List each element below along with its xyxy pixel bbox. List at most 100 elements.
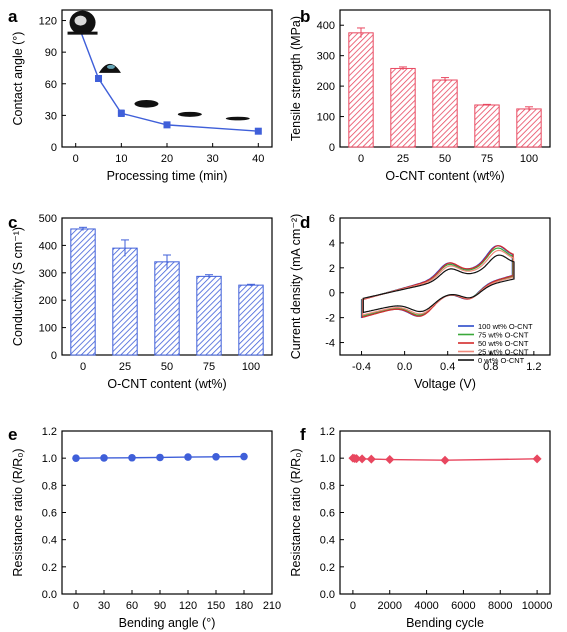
legend-label: 50 wt% O-CNT bbox=[478, 339, 529, 348]
x-tick-label: 8000 bbox=[488, 600, 512, 612]
legend-label: 0 wt% O-CNT bbox=[478, 356, 525, 365]
data-point bbox=[357, 454, 367, 464]
legend-label: 100 wt% O-CNT bbox=[478, 322, 533, 331]
panel-letter-e: e bbox=[8, 425, 17, 444]
data-point bbox=[72, 454, 80, 462]
bar bbox=[70, 228, 96, 356]
x-tick-label: 25 bbox=[397, 153, 409, 165]
y-tick-label: 0.4 bbox=[320, 535, 335, 547]
x-tick-label: 1.2 bbox=[526, 361, 541, 373]
data-point bbox=[128, 453, 136, 462]
bar bbox=[238, 284, 264, 356]
x-tick-label: 10000 bbox=[522, 600, 553, 612]
x-tick-label: 30 bbox=[207, 153, 219, 165]
x-tick-label: 0 bbox=[73, 600, 79, 612]
panel-letter-a: a bbox=[8, 7, 18, 26]
x-tick-label: 75 bbox=[203, 361, 215, 373]
data-point bbox=[100, 454, 108, 462]
data-point bbox=[366, 454, 376, 464]
y-tick-label: 60 bbox=[45, 79, 57, 91]
y-tick-label: 1.2 bbox=[42, 426, 57, 438]
y-axis-label: Conductivity (S cm⁻¹) bbox=[11, 227, 25, 346]
y-tick-label: 0 bbox=[329, 142, 335, 154]
y-tick-label: 0 bbox=[51, 350, 57, 362]
y-tick-label: -2 bbox=[325, 313, 335, 325]
droplet-image bbox=[134, 99, 159, 108]
plot-frame bbox=[339, 217, 551, 356]
x-axis-label: Processing time (min) bbox=[107, 169, 228, 183]
droplet-image bbox=[67, 10, 98, 35]
series-line bbox=[361, 247, 514, 318]
legend-label: 25 wt% O-CNT bbox=[478, 347, 529, 356]
x-tick-label: 4000 bbox=[414, 600, 438, 612]
y-tick-label: 400 bbox=[39, 240, 57, 252]
x-tick-label: 0 bbox=[80, 361, 86, 373]
y-tick-label: 0.6 bbox=[42, 508, 57, 520]
bar bbox=[474, 104, 500, 148]
panel-f: f 0.0 0.2 0.4 0.6 0.8 1.0 1.2 0 2000 4000 6000 8000 1… bbox=[289, 425, 552, 630]
x-tick-label: 120 bbox=[179, 600, 197, 612]
data-point bbox=[352, 454, 362, 464]
x-tick-label: 0 bbox=[350, 600, 356, 612]
bar bbox=[432, 79, 458, 148]
panel-d: d -4 -2 0 2 4 6 -0.4 0.0 0.4 0.8 1.2 Voltage (V) Curr… bbox=[289, 213, 551, 391]
y-tick-label: 90 bbox=[45, 47, 57, 59]
y-tick-label: 0.0 bbox=[320, 589, 335, 601]
x-axis-label: Bending angle (°) bbox=[119, 616, 216, 630]
y-tick-label: 100 bbox=[317, 112, 335, 124]
x-tick-label: 2000 bbox=[377, 600, 401, 612]
y-tick-label: 0.2 bbox=[320, 562, 335, 574]
data-point bbox=[240, 452, 248, 461]
y-axis-label: Tensile strength (MPa) bbox=[289, 16, 303, 141]
droplet-image bbox=[225, 116, 250, 121]
y-axis-label: Contact angle (°) bbox=[11, 32, 25, 126]
x-tick-label: 0.8 bbox=[483, 361, 498, 373]
panel-letter-f: f bbox=[300, 425, 306, 444]
panel-c: c 0 100 200 300 400 500 0 25 50 75 100 O-CNT content… bbox=[8, 213, 273, 391]
y-tick-label: 6 bbox=[329, 213, 335, 225]
y-tick-label: 0.8 bbox=[42, 480, 57, 492]
x-tick-label: 0 bbox=[358, 153, 364, 165]
y-axis-label: Resistance ratio (R/R₀) bbox=[289, 448, 303, 576]
bar bbox=[516, 108, 542, 148]
y-tick-label: 1.2 bbox=[320, 426, 335, 438]
y-tick-label: 1.0 bbox=[320, 453, 335, 465]
x-tick-label: 210 bbox=[263, 600, 281, 612]
data-point bbox=[385, 455, 395, 465]
y-tick-label: 4 bbox=[329, 238, 335, 250]
x-tick-label: 60 bbox=[126, 600, 138, 612]
y-tick-label: 100 bbox=[39, 323, 57, 335]
data-point bbox=[117, 109, 125, 117]
x-tick-label: 50 bbox=[161, 361, 173, 373]
bar bbox=[154, 261, 180, 356]
x-tick-label: 25 bbox=[119, 361, 131, 373]
y-tick-label: 500 bbox=[39, 213, 57, 225]
series-line bbox=[362, 254, 515, 314]
x-tick-label: 6000 bbox=[451, 600, 475, 612]
bar bbox=[112, 247, 138, 356]
y-tick-label: 0.6 bbox=[320, 508, 335, 520]
x-tick-label: 40 bbox=[252, 153, 264, 165]
y-tick-label: 200 bbox=[317, 81, 335, 93]
y-tick-label: 0.4 bbox=[42, 535, 57, 547]
y-tick-label: 0.2 bbox=[42, 562, 57, 574]
panel-b: b 0 100 200 300 400 0 25 50 75 100 O-CNT content (w… bbox=[289, 7, 551, 183]
droplet-image bbox=[177, 111, 202, 117]
data-point bbox=[254, 127, 262, 135]
y-tick-label: 120 bbox=[39, 16, 57, 28]
x-axis-label: O-CNT content (wt%) bbox=[107, 377, 226, 391]
y-axis-label: Current density (mA cm⁻²) bbox=[289, 214, 303, 360]
x-axis-label: Bending cycle bbox=[406, 616, 484, 630]
x-tick-label: 0 bbox=[73, 153, 79, 165]
data-point bbox=[156, 453, 164, 462]
y-tick-label: 1.0 bbox=[42, 453, 57, 465]
series-line bbox=[75, 18, 259, 132]
x-axis-label: O-CNT content (wt%) bbox=[385, 169, 504, 183]
data-point bbox=[184, 453, 192, 461]
y-tick-label: 2 bbox=[329, 263, 335, 275]
y-tick-label: 300 bbox=[39, 268, 57, 280]
y-tick-label: 30 bbox=[45, 110, 57, 122]
y-tick-label: 0.8 bbox=[320, 480, 335, 492]
